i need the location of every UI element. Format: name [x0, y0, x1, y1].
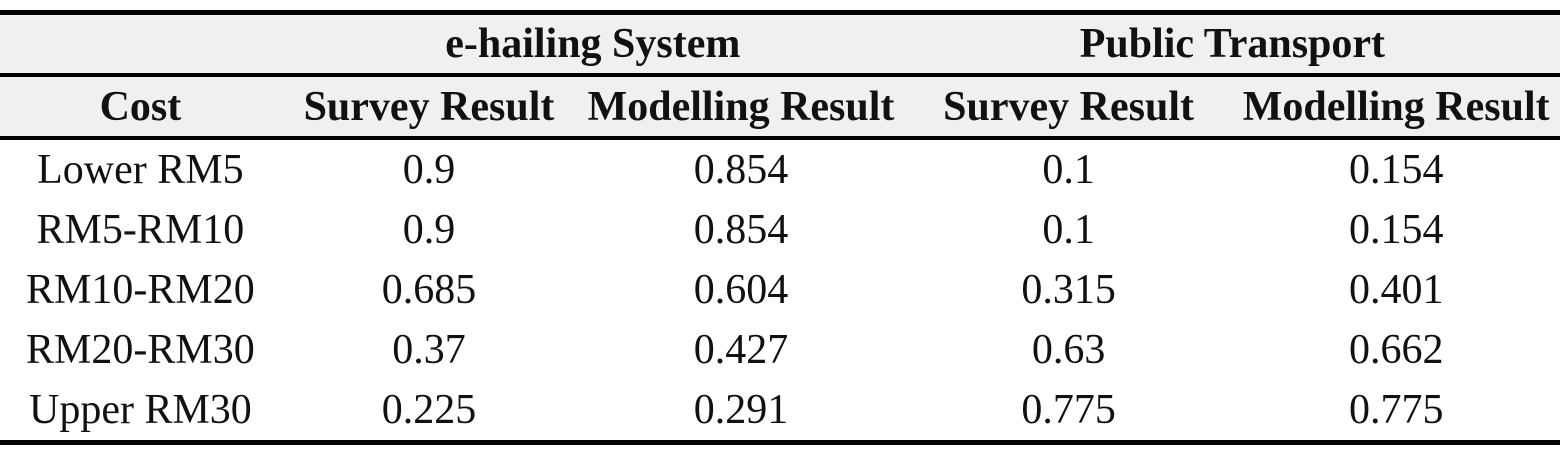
col-header-ehailing-modelling-result: Modelling Result	[577, 75, 905, 140]
table-row: RM10-RM20 0.685 0.604 0.315 0.401	[0, 260, 1560, 320]
value-cell: 0.63	[904, 320, 1233, 380]
table-row: RM20-RM30 0.37 0.427 0.63 0.662	[0, 320, 1560, 380]
value-cell: 0.401	[1232, 260, 1560, 320]
col-header-cost: Cost	[0, 75, 281, 140]
value-cell: 0.9	[280, 138, 578, 200]
value-cell: 0.604	[577, 260, 905, 320]
value-cell: 0.315	[904, 260, 1233, 320]
results-table: e-hailing System Public Transport Cost S…	[0, 10, 1560, 445]
value-cell: 0.9	[280, 200, 578, 260]
table-row: Upper RM30 0.225 0.291 0.775 0.775	[0, 380, 1560, 443]
value-cell: 0.154	[1232, 200, 1560, 260]
row-label-cell: RM5-RM10	[0, 200, 281, 260]
table-body: Lower RM5 0.9 0.854 0.1 0.154 RM5-RM10 0…	[0, 138, 1560, 443]
col-header-public-modelling-result: Modelling Result	[1232, 75, 1560, 140]
value-cell: 0.291	[577, 380, 905, 443]
row-label-cell: Upper RM30	[0, 380, 281, 443]
group-header-empty-cell	[0, 12, 281, 77]
group-header-ehailing-system: e-hailing System	[280, 12, 905, 77]
value-cell: 0.685	[280, 260, 578, 320]
value-cell: 0.854	[577, 200, 905, 260]
value-cell: 0.427	[577, 320, 905, 380]
value-cell: 0.154	[1232, 138, 1560, 200]
value-cell: 0.225	[280, 380, 578, 443]
row-label-cell: Lower RM5	[0, 138, 281, 200]
table-row: Lower RM5 0.9 0.854 0.1 0.154	[0, 138, 1560, 200]
group-header-row: e-hailing System Public Transport	[0, 12, 1560, 77]
table-header: e-hailing System Public Transport Cost S…	[0, 12, 1560, 140]
value-cell: 0.37	[280, 320, 578, 380]
column-header-row: Cost Survey Result Modelling Result Surv…	[0, 75, 1560, 140]
value-cell: 0.662	[1232, 320, 1560, 380]
row-label-cell: RM10-RM20	[0, 260, 281, 320]
group-header-public-transport: Public Transport	[904, 12, 1560, 77]
row-label-cell: RM20-RM30	[0, 320, 281, 380]
value-cell: 0.775	[904, 380, 1233, 443]
table-row: RM5-RM10 0.9 0.854 0.1 0.154	[0, 200, 1560, 260]
value-cell: 0.775	[1232, 380, 1560, 443]
value-cell: 0.1	[904, 138, 1233, 200]
value-cell: 0.1	[904, 200, 1233, 260]
col-header-public-survey-result: Survey Result	[904, 75, 1233, 140]
col-header-ehailing-survey-result: Survey Result	[280, 75, 578, 140]
value-cell: 0.854	[577, 138, 905, 200]
